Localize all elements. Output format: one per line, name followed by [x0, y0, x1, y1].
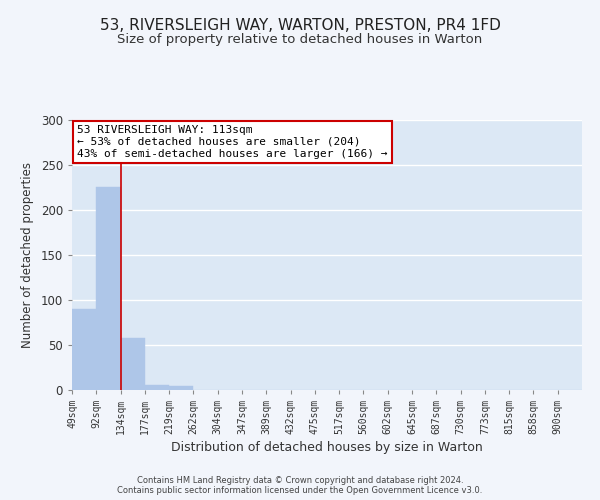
Bar — [96, 186, 121, 390]
Text: 53, RIVERSLEIGH WAY, WARTON, PRESTON, PR4 1FD: 53, RIVERSLEIGH WAY, WARTON, PRESTON, PR… — [100, 18, 500, 32]
Bar — [169, 386, 193, 390]
Text: Contains HM Land Registry data © Crown copyright and database right 2024.
Contai: Contains HM Land Registry data © Crown c… — [118, 476, 482, 495]
Bar — [121, 338, 145, 390]
X-axis label: Distribution of detached houses by size in Warton: Distribution of detached houses by size … — [171, 441, 483, 454]
Y-axis label: Number of detached properties: Number of detached properties — [21, 162, 34, 348]
Bar — [145, 384, 169, 390]
Text: Size of property relative to detached houses in Warton: Size of property relative to detached ho… — [118, 32, 482, 46]
Bar — [72, 309, 96, 390]
Text: 53 RIVERSLEIGH WAY: 113sqm
← 53% of detached houses are smaller (204)
43% of sem: 53 RIVERSLEIGH WAY: 113sqm ← 53% of deta… — [77, 126, 388, 158]
